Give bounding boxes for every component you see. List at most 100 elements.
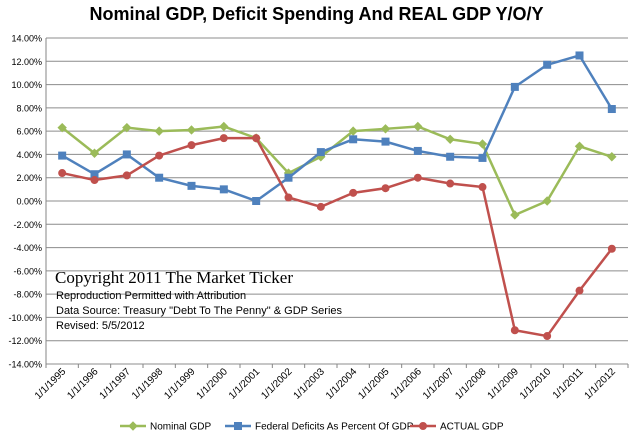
data-point	[154, 126, 164, 136]
series-line	[61, 136, 613, 338]
y-tick-label: 6.00%	[16, 127, 42, 137]
data-point	[58, 151, 67, 160]
y-tick-label: -4.00%	[13, 243, 42, 253]
data-point	[348, 126, 358, 136]
data-point	[122, 171, 131, 180]
series-line	[61, 54, 613, 203]
y-tick-label: -14.00%	[8, 360, 42, 370]
data-point	[122, 150, 131, 159]
y-tick-label: 4.00%	[16, 150, 42, 160]
data-point	[155, 151, 164, 160]
y-tick-label: -6.00%	[13, 266, 42, 276]
legend: Nominal GDP Federal Deficits As Percent O…	[120, 421, 504, 433]
data-point	[446, 179, 455, 188]
data-point	[510, 210, 520, 220]
data-point	[607, 105, 616, 114]
data-point	[542, 196, 552, 206]
copyright-annotation: Copyright 2011 The Market Ticker	[55, 268, 293, 287]
data-point	[122, 122, 132, 133]
data-point	[186, 125, 197, 135]
y-tick-label: -10.00%	[8, 313, 42, 323]
x-tick-label: 1/1/2001	[227, 366, 263, 402]
x-tick-label: 1/1/2003	[292, 366, 328, 402]
data-point	[543, 332, 552, 341]
x-tick-label: 1/1/2010	[518, 366, 554, 402]
data-point	[155, 173, 164, 182]
data-point	[607, 152, 617, 162]
x-tick-label: 1/1/2004	[324, 366, 360, 402]
data-point	[219, 185, 228, 194]
x-tick-label: 1/1/2005	[356, 366, 392, 402]
data-point	[446, 152, 455, 161]
data-point	[187, 141, 196, 150]
y-tick-label: 0.00%	[16, 197, 42, 207]
data-point	[419, 422, 427, 430]
y-tick-label: 8.00%	[16, 103, 42, 113]
data-point	[380, 124, 391, 134]
x-tick-label: 1/1/1999	[162, 366, 198, 402]
x-tick-label: 1/1/2012	[583, 366, 619, 402]
x-tick-label: 1/1/1996	[65, 366, 101, 402]
data-point	[510, 326, 519, 335]
data-point	[543, 60, 552, 69]
data-point	[284, 173, 293, 182]
x-tick-label: 1/1/2002	[259, 366, 295, 402]
y-tick-label: -8.00%	[13, 290, 42, 300]
data-point	[284, 193, 293, 202]
x-tick-label: 1/1/1997	[98, 366, 134, 402]
data-point	[413, 146, 422, 155]
gridlines	[46, 37, 628, 365]
data-point	[219, 121, 229, 132]
data-point	[607, 244, 616, 253]
y-tick-label: -2.00%	[13, 220, 42, 230]
data-point	[477, 139, 488, 149]
data-point	[187, 181, 196, 190]
data-point	[349, 188, 358, 197]
data-point	[413, 121, 423, 132]
data-point	[510, 82, 519, 91]
legend-label: Federal Deficits As Percent Of GDP	[255, 422, 414, 433]
data-point	[381, 184, 390, 193]
y-tick-label: -12.00%	[8, 336, 42, 346]
series-lines	[57, 51, 617, 341]
data-point	[349, 135, 358, 144]
series-line	[61, 125, 613, 217]
data-point	[90, 176, 99, 185]
y-tick-label: 14.00%	[11, 34, 42, 44]
data-point	[219, 134, 228, 143]
x-tick-label: 1/1/2011	[551, 366, 586, 401]
x-tick-label: 1/1/1995	[33, 366, 69, 402]
chart-title: Nominal GDP, Deficit Spending And REAL G…	[89, 4, 544, 24]
x-tick-label: 1/1/2006	[389, 366, 425, 402]
data-point	[316, 148, 325, 157]
legend-label: Nominal GDP	[150, 422, 211, 433]
data-point	[575, 51, 584, 60]
data-point	[128, 421, 138, 431]
data-point	[413, 173, 422, 182]
x-tick-label: 1/1/2007	[421, 366, 457, 402]
data-point	[478, 153, 487, 162]
x-tick-label: 1/1/2008	[453, 366, 489, 402]
data-point	[574, 141, 585, 151]
data-point	[316, 202, 325, 211]
y-tick-label: 12.00%	[11, 57, 42, 67]
data-point	[89, 148, 100, 158]
annotation-line-2: Data Source: Treasury "Debt To The Penny…	[56, 305, 343, 317]
data-point	[252, 197, 261, 205]
data-point	[381, 137, 390, 146]
annotation-line-3: Revised: 5/5/2012	[56, 320, 145, 332]
annotation-line-1: Reproduction Permitted with Attribution	[56, 290, 247, 302]
x-tick-label: 1/1/2000	[195, 366, 231, 402]
x-tick-label: 1/1/2009	[486, 366, 522, 402]
legend-label: ACTUAL GDP	[440, 422, 504, 433]
axes: -14.00% -12.00% -10.00% -8.00% -6.00% -4.00% -…	[8, 34, 629, 402]
data-point	[252, 134, 261, 143]
data-point	[57, 122, 67, 133]
data-point	[478, 183, 487, 192]
x-tick-label: 1/1/1998	[130, 366, 166, 402]
y-tick-label: 2.00%	[16, 173, 42, 183]
data-point	[575, 286, 584, 295]
data-point	[234, 422, 242, 430]
